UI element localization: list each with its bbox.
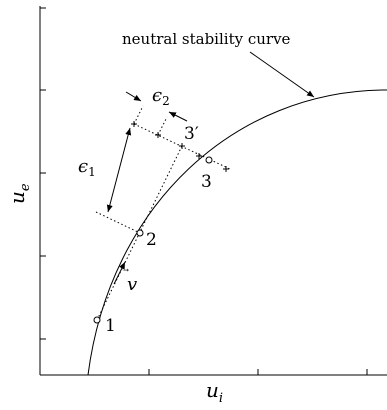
plus-marker [196,153,202,159]
x-axis-label-base: u [206,378,219,402]
x-axis-label: ui [206,378,223,405]
epsilon1-arrow [106,127,132,213]
velocity-vector-label: v [127,274,137,295]
plus-marker [131,121,137,127]
epsilon1-label: ϵ1 [78,156,96,179]
x-axis-label-sub: i [219,391,223,405]
velocity-vector-arrow [113,261,126,285]
x-ticks [148,369,368,375]
neutral-stability-curve-label: neutral stability curve [122,30,291,48]
epsilon2-right-arrow [168,111,188,122]
point-1-marker [93,316,101,324]
y-axis-label-sub: e [18,183,33,191]
plus-marker [179,143,185,149]
epsilon2-left-arrow [125,91,142,102]
epsilon2-base: ϵ [152,85,162,106]
epsilon1-lower-guide [95,211,141,234]
y-axis-label: ue [5,183,33,204]
plus-marker [223,166,229,172]
y-ticks [40,7,46,340]
point-2-label: 2 [146,230,157,250]
epsilon2-guide-right [157,116,168,136]
point-3-label: 3 [201,172,212,192]
epsilon1-base: ϵ [78,156,88,177]
y-axis-label-base: u [5,191,29,204]
epsilon2-sub: 2 [162,94,170,108]
velocity-vector-arrow-glyph: ⃗ [123,268,129,272]
neutral-stability-curve [87,89,387,376]
epsilon2-guide-left [133,105,144,125]
epsilon1-sub: 1 [88,165,96,179]
epsilon2-label: ϵ2 [152,85,170,108]
point-3-prime-label: 3′ [184,124,199,144]
annotation-pointer-arrow [249,51,315,98]
plus-markers [131,121,229,172]
plus-marker [155,132,161,138]
point-3-marker [205,156,213,164]
point-1-label: 1 [105,316,116,336]
point-2-marker [136,229,144,237]
